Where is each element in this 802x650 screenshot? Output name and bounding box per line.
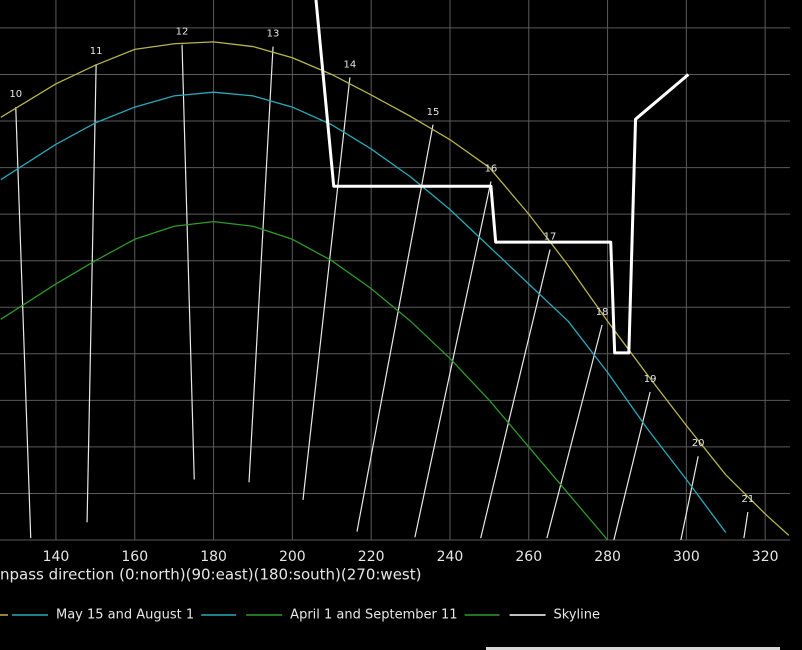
series-line [0,41,790,536]
legend-label: Skyline [554,608,600,623]
hour-line [613,391,651,541]
hour-line [546,324,603,539]
legend: May 15 and August 1 April 1 and September… [0,608,600,623]
hour-label: 15 [427,107,440,118]
x-tick-label: 160 [121,549,148,565]
series-line [0,220,609,541]
legend-label: April 1 and September 11 [290,608,457,623]
hour-line [248,46,274,483]
x-tick-label: 320 [752,549,779,565]
hour-label: 11 [90,46,103,57]
x-tick-label: 300 [673,549,700,565]
x-tick-label: 240 [437,549,464,565]
x-tick-label: 260 [515,549,542,565]
x-axis-label: npass direction (0:north)(90:east)(180:s… [0,566,421,584]
hour-line [302,77,351,501]
hour-line [86,64,97,523]
labels: 140 160 180 200 220 240 260 280 300 320 10 11 12 13 14… [9,27,778,565]
series-line [314,0,690,355]
hour-line [15,107,32,539]
plot-area [0,0,790,541]
legend-label: May 15 and August 1 [56,608,194,623]
x-tick-label: 200 [279,549,306,565]
x-tick-label: 220 [358,549,385,565]
hour-label: 17 [544,232,557,243]
x-tick-label: 280 [594,549,621,565]
hour-line [181,44,195,480]
panel-edge [486,647,780,650]
x-tick-label: 140 [43,549,70,565]
hour-label: 12 [176,27,189,38]
series-line [0,91,727,533]
hour-label: 19 [644,374,657,385]
hour-line [414,181,492,538]
hour-label: 13 [267,29,280,40]
hour-label: 21 [741,494,754,505]
grid [0,0,790,541]
hour-label: 20 [692,438,705,449]
hour-line [743,511,749,539]
hour-line [480,249,551,539]
x-tick-label: 180 [200,549,227,565]
hour-label: 10 [9,89,22,100]
hour-line [680,456,699,541]
hour-label: 18 [596,307,609,318]
hour-label: 16 [485,164,498,175]
hour-label: 14 [344,59,357,70]
hour-line [356,124,434,532]
